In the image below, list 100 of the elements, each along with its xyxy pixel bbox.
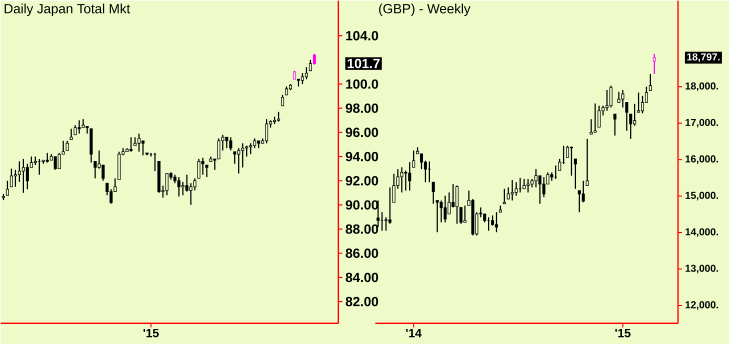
candlestick — [66, 140, 69, 151]
candlestick — [444, 194, 447, 223]
candlestick — [281, 94, 284, 106]
candlestick — [193, 178, 196, 191]
candlestick — [420, 153, 424, 170]
candlestick — [18, 160, 21, 182]
candlestick — [177, 176, 180, 197]
candlestick — [217, 138, 220, 160]
candlestick — [629, 113, 632, 140]
candlestick — [141, 140, 145, 156]
candlestick — [459, 206, 462, 224]
candlestick — [233, 150, 236, 164]
candlestick — [197, 158, 200, 179]
y-tick-label: 14,000. — [686, 228, 718, 237]
candlestick — [456, 184, 459, 224]
candlestick — [304, 66, 308, 80]
candlestick — [130, 136, 133, 152]
candlestick — [137, 132, 141, 152]
candlestick — [463, 204, 466, 223]
y-tick-label: 94.00 — [346, 152, 378, 162]
candlestick — [388, 186, 392, 224]
candlestick — [384, 216, 388, 232]
candlestick — [300, 72, 304, 84]
candlestick — [54, 156, 57, 170]
candlestick — [491, 214, 494, 226]
y-tick-label: 86.00 — [346, 248, 378, 258]
candlestick — [265, 118, 268, 144]
y-tick-label: 92.00 — [346, 176, 378, 186]
x-tick-label: '14 — [406, 328, 422, 338]
candlestick — [205, 164, 208, 178]
candlestick — [312, 53, 316, 66]
candlestick — [640, 95, 644, 114]
chart-title: Daily Japan Total Mkt — [4, 3, 130, 16]
candlestick — [400, 166, 404, 193]
candlestick — [181, 181, 184, 196]
candlestick — [534, 168, 538, 188]
y-tick-label: 100.0 — [346, 79, 378, 89]
candlestick — [376, 200, 380, 228]
y-tick-label: 82.00 — [346, 296, 378, 306]
candlestick — [74, 124, 77, 136]
candlestick — [225, 136, 228, 149]
candlestick — [514, 181, 518, 196]
candlestick — [253, 138, 256, 149]
candlestick — [404, 170, 408, 192]
candlestick — [605, 89, 609, 112]
annotation: 101.7 — [348, 58, 380, 68]
candlestick — [510, 179, 514, 201]
candlestick — [648, 73, 652, 92]
candlestick — [609, 84, 612, 108]
candlestick — [574, 158, 577, 190]
candlestick — [570, 146, 573, 176]
y-tick-label: 90.00 — [346, 200, 378, 210]
y-tick-label: 12,000. — [686, 300, 718, 310]
y-tick-label: 98.00 — [346, 103, 378, 113]
candlestick — [652, 53, 656, 74]
y-tick-label: 88.00 — [346, 224, 378, 234]
text: 18,797. — [687, 53, 720, 62]
candlestick — [201, 157, 204, 176]
candlestick — [26, 163, 29, 190]
candlestick — [102, 164, 105, 182]
candlestick — [494, 211, 498, 233]
candlestick — [594, 102, 597, 133]
candlestick — [436, 200, 439, 233]
candlestick — [590, 118, 593, 135]
candlestick — [566, 145, 570, 158]
candlestick — [598, 104, 601, 128]
y-tick-label: 104.0 — [346, 30, 378, 40]
candlestick — [522, 178, 526, 190]
candlestick — [70, 128, 73, 140]
candlestick — [526, 178, 530, 193]
candlestick — [10, 168, 13, 188]
chart-title: (GBP) - Weekly — [379, 3, 471, 16]
candlestick — [165, 172, 168, 196]
candlestick — [308, 59, 312, 72]
candlestick — [392, 173, 396, 203]
x-tick-label: '15 — [144, 328, 159, 338]
candlestick — [613, 113, 616, 136]
candlestick — [6, 180, 9, 196]
candlestick — [538, 174, 542, 204]
candlestick — [432, 181, 435, 204]
y-tick-label: 96.00 — [346, 128, 378, 137]
candlestick — [22, 158, 25, 194]
candlestick — [542, 176, 546, 198]
candlestick — [78, 120, 81, 134]
y-tick-label: 13,000. — [686, 264, 718, 274]
y-tick-label: 17,000. — [686, 118, 718, 128]
y-tick-label: 18,000. — [686, 82, 718, 91]
x-tick-label: '15 — [615, 328, 631, 338]
candlestick — [582, 180, 585, 203]
candlestick — [408, 161, 412, 192]
candlestick — [633, 103, 636, 126]
candlestick — [58, 152, 61, 170]
candlestick — [637, 92, 640, 113]
candlestick — [502, 188, 506, 204]
y-tick-label: 84.00 — [346, 272, 378, 282]
y-tick-label: 16,000. — [686, 155, 718, 164]
y-tick-label: 15,000. — [686, 192, 718, 200]
candlestick — [237, 147, 240, 174]
candlestick — [229, 136, 232, 151]
candlestick — [189, 182, 192, 206]
